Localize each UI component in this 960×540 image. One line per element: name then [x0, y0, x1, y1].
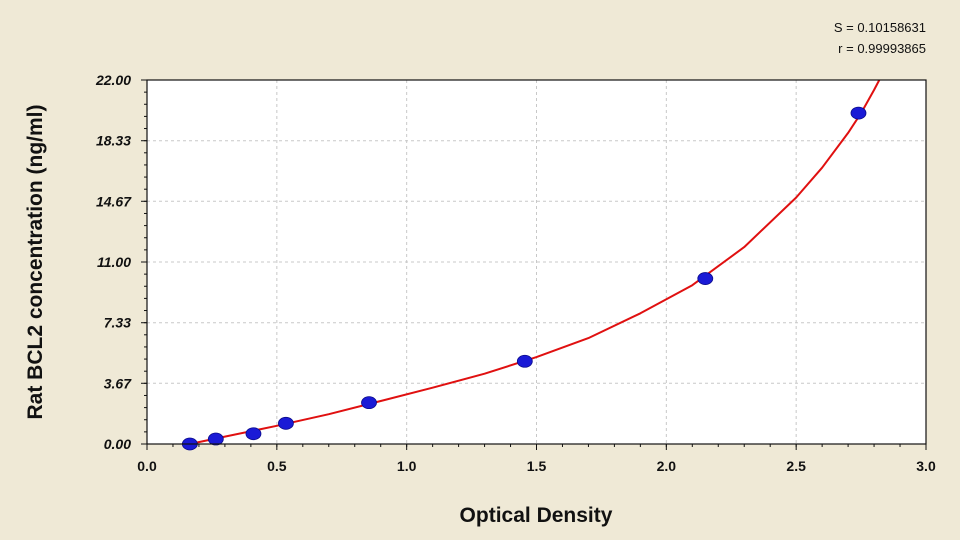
y-axis-title: Rat BCL2 concentration (ng/ml) [24, 104, 47, 419]
x-tick-label: 1.0 [397, 458, 417, 474]
x-tick-label: 1.5 [527, 458, 547, 474]
y-tick-label: 0.00 [104, 436, 131, 452]
x-tick-label: 0.0 [137, 458, 157, 474]
fit-curve-layer [189, 79, 881, 445]
data-point [697, 272, 714, 285]
data-point [361, 396, 377, 410]
x-tick-label: 3.0 [916, 458, 936, 474]
data-point [850, 106, 867, 120]
data-point [278, 416, 294, 430]
x-tick-label: 0.5 [267, 458, 287, 474]
y-tick-label: 22.00 [95, 72, 131, 88]
fit-curve [189, 79, 881, 445]
stat-r-value: r = 0.99993865 [838, 41, 926, 56]
y-tick-label: 14.67 [96, 193, 132, 209]
grid [147, 80, 926, 444]
y-tick-label: 18.33 [96, 133, 131, 149]
plot-border [146, 79, 927, 445]
y-tick-label: 3.67 [104, 375, 132, 391]
stat-s-value: S = 0.10158631 [834, 20, 926, 35]
y-tick-label: 7.33 [104, 315, 131, 331]
y-tick-label: 11.00 [97, 254, 131, 270]
minor-ticks [141, 79, 927, 450]
data-point [516, 354, 533, 368]
data-point [245, 427, 262, 441]
x-tick-label: 2.5 [786, 458, 806, 474]
data-points-layer [181, 106, 867, 451]
x-axis-title: Optical Density [460, 504, 613, 527]
data-point [207, 432, 224, 446]
y-tick-labels: 0.00 3.67 7.33 11.00 14.67 18.33 22.00 [95, 72, 132, 452]
x-tick-label: 2.0 [657, 458, 677, 474]
x-tick-labels: 0.0 0.5 1.0 1.5 2.0 2.5 3.0 [137, 458, 936, 474]
